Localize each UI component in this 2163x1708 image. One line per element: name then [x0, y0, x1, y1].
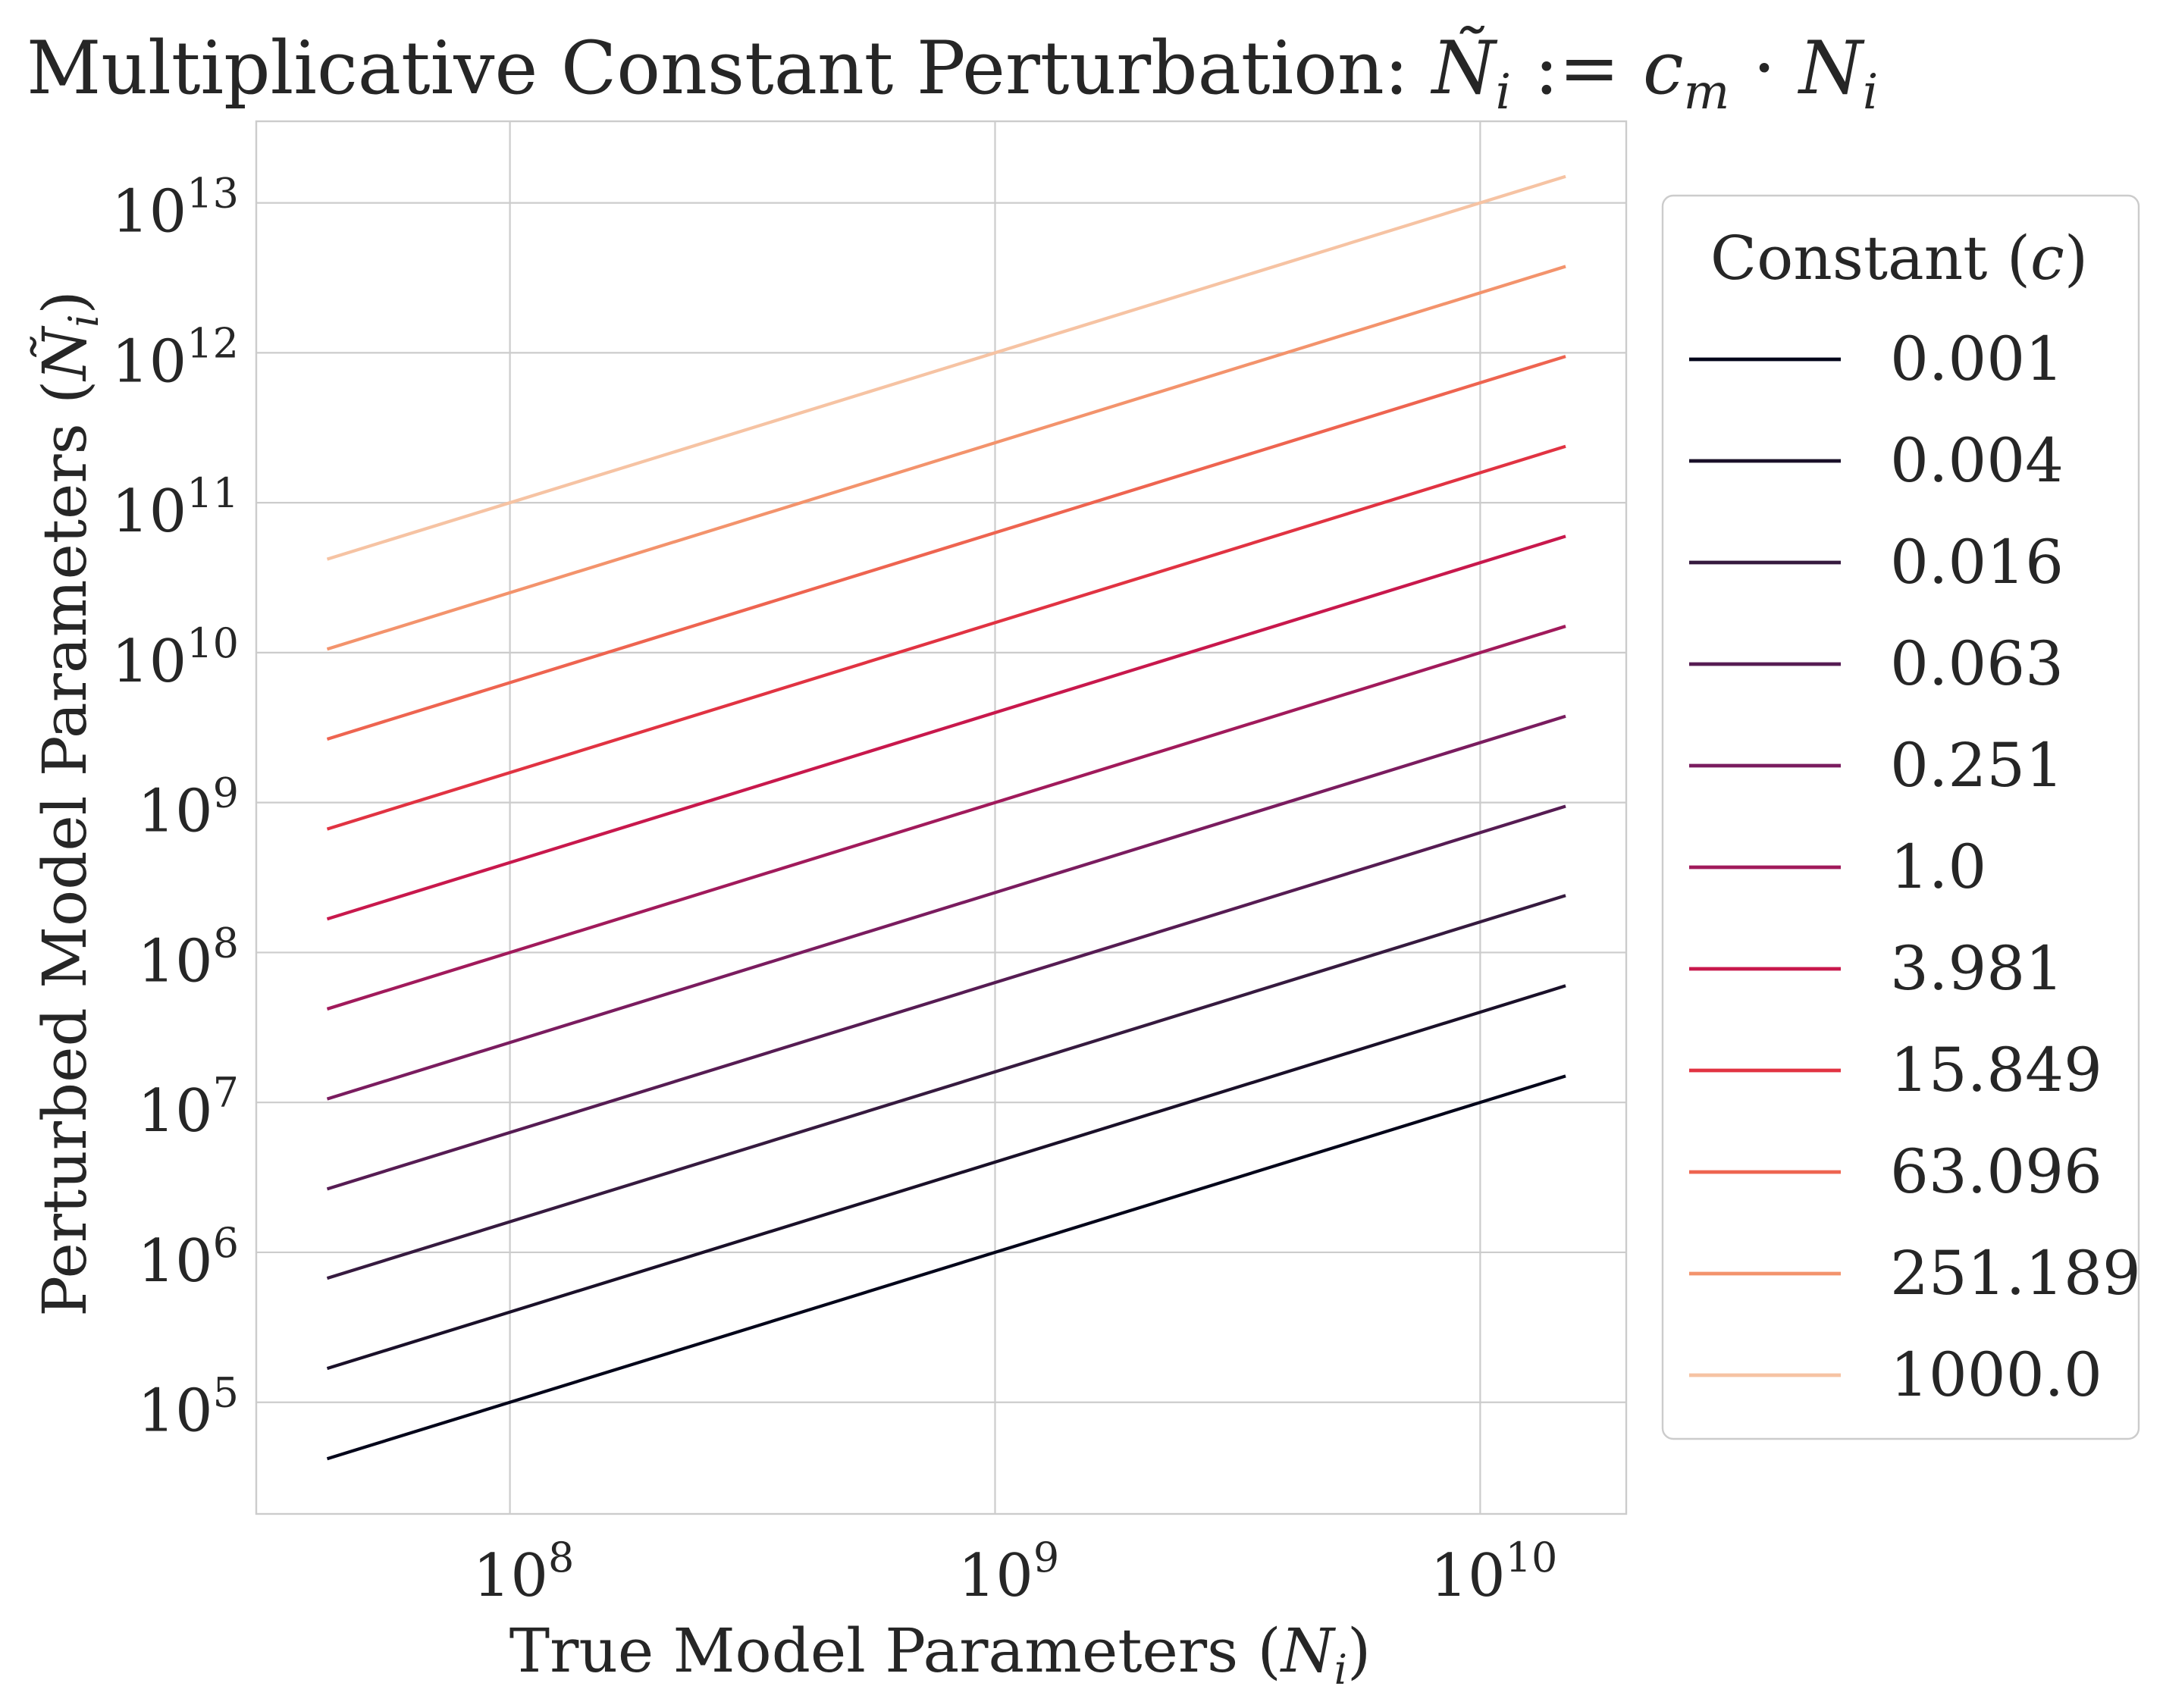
series-line-3: [326, 804, 1566, 1191]
series-lines: [326, 174, 1566, 1461]
legend-label-1: 0.004: [1890, 425, 2064, 496]
y-axis-label: Perturbed Model Parameters (Ñi): [30, 290, 108, 1317]
plot-frame: [255, 120, 1628, 1515]
legend-entry-5: 1.0: [1689, 832, 1986, 902]
legend-entry-4: 0.251: [1689, 730, 2064, 801]
legend-entry-1: 0.004: [1689, 425, 2064, 496]
series-line-6: [326, 534, 1566, 921]
legend: Constant (c) 0.001 0.004 0.016 0.063 0.251 1.…: [1661, 194, 2141, 1440]
y-tick-label-8: 1013: [111, 170, 239, 246]
legend-label-2: 0.016: [1890, 527, 2064, 597]
legend-label-0: 0.001: [1890, 324, 2064, 394]
legend-entries: 0.001 0.004 0.016 0.063 0.251 1.0 3.981 15.849 6…: [1689, 324, 2141, 1410]
x-tick-label-2: 1010: [1430, 1534, 1557, 1610]
x-axis-label: True Model Parameters (Ni): [509, 1616, 1371, 1694]
legend-label-4: 0.251: [1890, 730, 2064, 801]
legend-entry-8: 63.096: [1689, 1136, 2102, 1207]
legend-label-5: 1.0: [1890, 832, 1986, 902]
series-line-4: [326, 714, 1566, 1101]
legend-label-7: 15.849: [1890, 1035, 2102, 1105]
legend-entry-10: 1000.0: [1689, 1340, 2102, 1410]
x-tick-labels: 108 109 1010: [473, 1534, 1558, 1610]
legend-entry-7: 15.849: [1689, 1035, 2102, 1105]
legend-entry-3: 0.063: [1689, 628, 2064, 699]
legend-label-3: 0.063: [1890, 628, 2064, 699]
legend-entry-9: 251.189: [1689, 1238, 2141, 1308]
y-tick-label-1: 106: [137, 1219, 239, 1296]
legend-label-6: 3.981: [1890, 933, 2064, 1004]
legend-label-10: 1000.0: [1890, 1340, 2102, 1410]
series-line-2: [326, 894, 1566, 1280]
legend-entry-6: 3.981: [1689, 933, 2064, 1004]
y-tick-label-0: 105: [137, 1369, 239, 1446]
legend-label-9: 251.189: [1890, 1238, 2141, 1308]
series-line-8: [326, 355, 1566, 741]
y-tick-label-3: 108: [137, 919, 239, 995]
legend-entry-0: 0.001: [1689, 324, 2064, 394]
series-line-0: [326, 1074, 1566, 1461]
series-line-9: [326, 265, 1566, 651]
series-line-10: [326, 174, 1566, 561]
chart-title: Multiplicative Constant Perturbation: Ñi…: [27, 26, 1878, 121]
legend-title: Constant (c): [1710, 223, 2088, 293]
y-tick-label-5: 1010: [111, 619, 239, 696]
legend-box: [1661, 194, 2140, 1440]
series-line-1: [326, 984, 1566, 1371]
series-line-5: [326, 625, 1566, 1011]
x-tick-label-1: 109: [958, 1534, 1060, 1610]
y-tick-label-6: 1011: [111, 469, 239, 546]
y-tick-label-4: 109: [137, 769, 239, 846]
y-tick-label-7: 1012: [111, 319, 239, 396]
legend-entry-2: 0.016: [1689, 527, 2064, 597]
legend-label-8: 63.096: [1890, 1136, 2102, 1207]
x-tick-label-0: 108: [473, 1534, 575, 1610]
series-line-7: [326, 444, 1566, 831]
y-tick-label-2: 107: [137, 1069, 239, 1145]
y-tick-labels: 105 106 107 108 109 1010 1011 1012 1013: [111, 170, 239, 1446]
